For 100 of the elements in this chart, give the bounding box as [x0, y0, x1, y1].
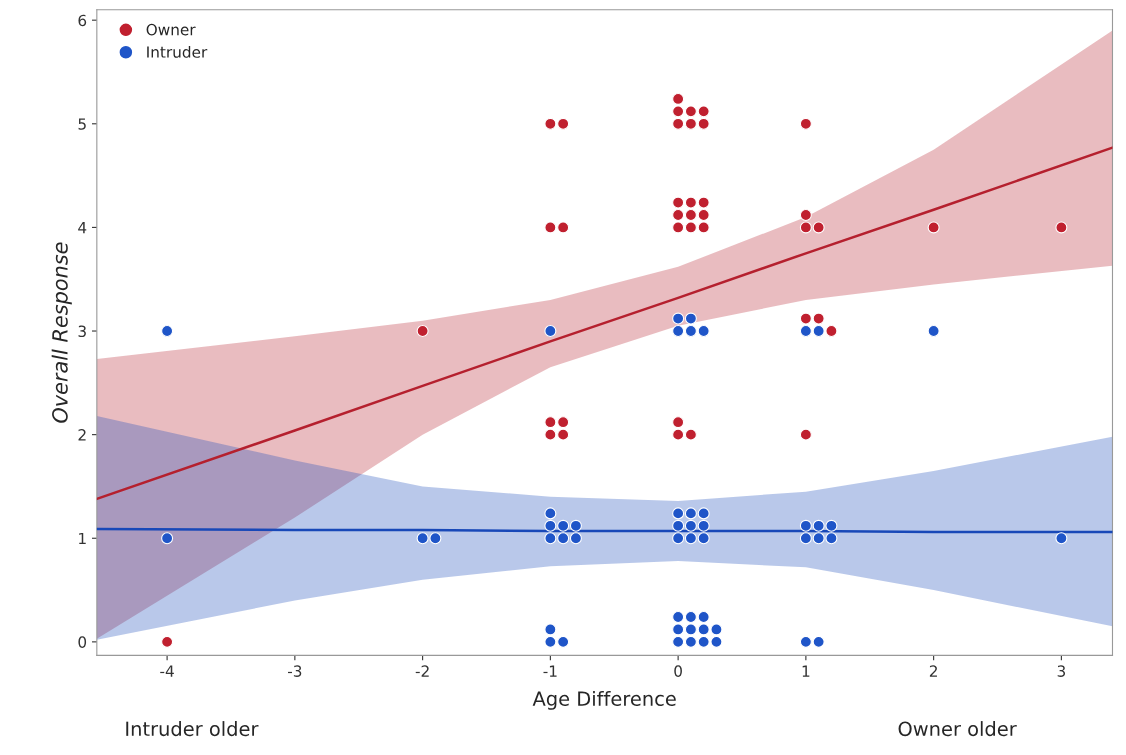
point [672, 221, 685, 234]
x-tick-label: 1 [802, 665, 810, 677]
point [799, 519, 812, 532]
point [544, 428, 557, 441]
point [544, 221, 557, 234]
point [672, 623, 685, 636]
point [697, 105, 710, 118]
x-axis-title: Age Difference [532, 690, 676, 710]
point [684, 623, 697, 636]
point [812, 519, 825, 532]
x-tick-label: -2 [415, 665, 429, 677]
point [697, 519, 710, 532]
point [812, 221, 825, 234]
point [812, 532, 825, 545]
y-tick-label: 5 [78, 118, 86, 130]
point [684, 610, 697, 624]
point [161, 532, 174, 545]
point [697, 610, 710, 624]
point [544, 519, 557, 532]
point [825, 532, 838, 545]
point [799, 312, 812, 325]
point [684, 428, 697, 441]
y-tick-label: 0 [78, 636, 87, 648]
point [799, 532, 812, 545]
x-tick-label: 0 [674, 665, 682, 677]
point [544, 623, 557, 636]
point [672, 416, 685, 429]
y-tick-label: 3 [78, 325, 86, 338]
point [684, 105, 697, 118]
point [672, 325, 685, 338]
point [697, 532, 710, 545]
legend-label: Owner [146, 23, 196, 36]
point [697, 221, 710, 234]
point [684, 117, 697, 130]
point [672, 532, 685, 545]
point [557, 117, 570, 130]
y-axis-title: Overall Response [51, 242, 72, 423]
x-tick-label: 3 [1057, 665, 1066, 677]
point [672, 208, 685, 221]
y-tick-label: 6 [78, 14, 87, 27]
point [672, 117, 685, 130]
point [799, 208, 812, 221]
point [684, 325, 697, 338]
line-series [96, 146, 1113, 501]
point [697, 325, 710, 338]
point [812, 312, 825, 325]
point [812, 325, 825, 338]
point [697, 117, 710, 130]
x-tick-label: -4 [160, 665, 174, 677]
point [557, 221, 570, 234]
point [1055, 221, 1068, 234]
point [672, 507, 685, 520]
point [672, 312, 685, 325]
point [1055, 532, 1068, 545]
point [557, 416, 570, 429]
point [544, 507, 557, 520]
point [672, 196, 685, 209]
point [544, 416, 557, 429]
point [684, 196, 697, 209]
point [569, 532, 582, 545]
legend-label: Intruder [147, 45, 208, 58]
x-tick-label: 2 [929, 665, 937, 677]
point [799, 428, 812, 441]
point [416, 325, 429, 338]
point [825, 325, 838, 338]
point [684, 507, 697, 520]
point [799, 325, 812, 338]
point [544, 325, 557, 338]
point [697, 623, 710, 636]
point [416, 532, 429, 545]
point [672, 428, 685, 441]
y-tick-label: 1 [79, 532, 86, 545]
point [544, 532, 557, 545]
point [544, 117, 557, 130]
point [569, 519, 582, 532]
text: Intruder older [126, 721, 259, 737]
point [557, 428, 570, 441]
point [161, 325, 174, 338]
x-tick-label: -1 [543, 665, 557, 677]
point [684, 532, 697, 545]
text: Owner older [898, 721, 1017, 737]
point [684, 208, 697, 221]
point [927, 221, 940, 234]
point [672, 105, 685, 118]
point [429, 532, 442, 545]
point [684, 221, 697, 234]
point [557, 532, 570, 545]
point [672, 92, 685, 105]
point [799, 117, 812, 130]
point [672, 519, 685, 532]
point [697, 208, 710, 221]
x-tick-label: -3 [287, 665, 302, 677]
point [799, 221, 812, 234]
point [684, 519, 697, 532]
point [825, 519, 838, 532]
y-tick-label: 2 [78, 429, 86, 441]
point [672, 610, 685, 624]
point [710, 623, 723, 636]
point [557, 519, 570, 532]
point [927, 325, 940, 338]
